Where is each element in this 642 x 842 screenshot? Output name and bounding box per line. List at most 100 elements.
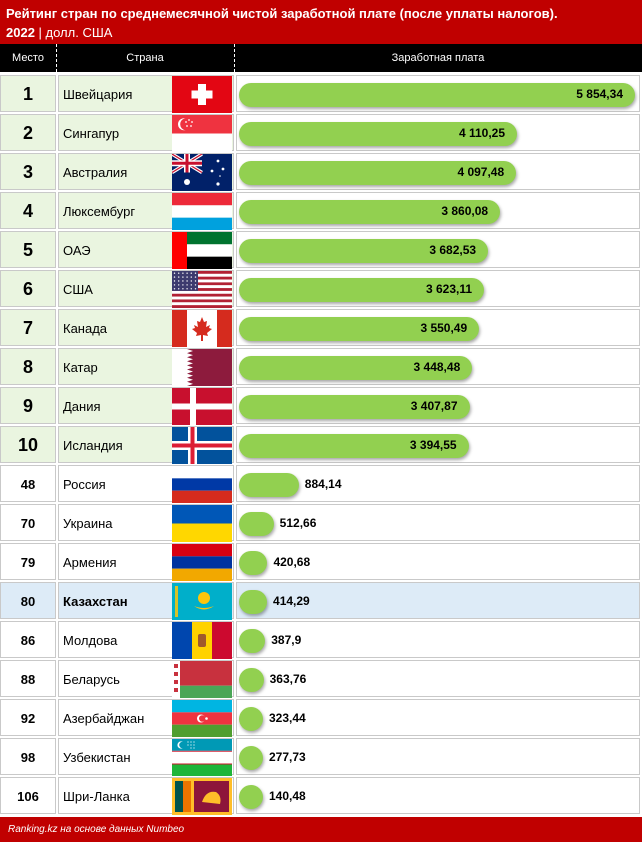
canada-flag (172, 310, 232, 347)
column-divider (56, 44, 57, 72)
salary-bar (239, 473, 299, 497)
country-cell: Катар (58, 348, 234, 386)
country-name: Катар (63, 360, 98, 375)
chart-subtitle: 2022 | долл. США (6, 25, 112, 40)
salary-value-label: 3 682,53 (429, 243, 477, 257)
salary-bar (239, 707, 263, 731)
country-name: Казахстан (63, 594, 128, 609)
country-name: Молдова (63, 633, 118, 648)
country-cell: Азербайджан (58, 699, 234, 737)
table-row: 80 Казахстан 414,29 (0, 582, 642, 621)
salary-cell: 277,73 (236, 738, 640, 775)
country-name: Узбекистан (63, 750, 131, 765)
table-row: 7 Канада 3 550,49 (0, 309, 642, 348)
country-name: Азербайджан (63, 711, 145, 726)
table-row: 3 Австралия 4 097,48 (0, 153, 642, 192)
table-row: 92 Азербайджан 323,44 (0, 699, 642, 738)
country-cell: Беларусь (58, 660, 234, 698)
salary-cell: 3 394,55 (236, 426, 640, 463)
rank-cell: 1 (0, 75, 56, 112)
year-label: 2022 (6, 25, 35, 40)
salary-bar (239, 590, 268, 614)
chart-header: Рейтинг стран по среднемесячной чистой з… (0, 0, 642, 44)
rank-cell: 106 (0, 777, 56, 814)
salary-cell: 3 623,11 (236, 270, 640, 307)
salary-bar (239, 434, 469, 458)
salary-cell: 5 854,34 (236, 75, 640, 112)
rank-cell: 88 (0, 660, 56, 697)
column-header-country: Страна (56, 44, 234, 72)
salary-cell: 414,29 (236, 582, 640, 619)
salary-bar (239, 629, 266, 653)
subtitle-separator: | (34, 25, 46, 40)
table-row: 86 Молдова 387,9 (0, 621, 642, 660)
rank-cell: 10 (0, 426, 56, 463)
country-name: ОАЭ (63, 243, 91, 258)
source-footer: Ranking.kz на основе данных Numbeo (0, 817, 642, 842)
rank-cell: 7 (0, 309, 56, 346)
column-divider (234, 44, 235, 72)
moldova-flag (172, 622, 232, 659)
country-cell: США (58, 270, 234, 308)
country-cell: Исландия (58, 426, 234, 464)
table-row: 10 Исландия 3 394,55 (0, 426, 642, 465)
switzerland-flag (172, 76, 232, 113)
table-row: 5 ОАЭ 3 682,53 (0, 231, 642, 270)
salary-bar (239, 161, 517, 185)
country-name: Люксембург (63, 204, 136, 219)
salary-cell: 323,44 (236, 699, 640, 736)
table-row: 1 Швейцария 5 854,34 (0, 75, 642, 114)
country-name: Швейцария (63, 87, 133, 102)
salary-cell: 4 110,25 (236, 114, 640, 151)
country-name: Беларусь (63, 672, 120, 687)
salary-value-label: 3 448,48 (413, 360, 461, 374)
rank-cell: 8 (0, 348, 56, 385)
table-row: 88 Беларусь 363,76 (0, 660, 642, 699)
country-cell: Узбекистан (58, 738, 234, 776)
table-row: 48 Россия 884,14 (0, 465, 642, 504)
table-row: 2 Сингапур 4 110,25 (0, 114, 642, 153)
salary-value-label: 363,76 (269, 672, 307, 686)
salary-value-label: 140,48 (269, 789, 306, 803)
country-cell: Казахстан (58, 582, 234, 620)
salary-bar (239, 551, 268, 575)
uzbekistan-flag (172, 739, 232, 776)
country-name: Сингапур (63, 126, 120, 141)
salary-cell: 363,76 (236, 660, 640, 697)
salary-value-label: 3 407,87 (410, 399, 458, 413)
unit-label: долл. США (45, 25, 113, 40)
rank-cell: 3 (0, 153, 56, 190)
rank-cell: 70 (0, 504, 56, 541)
rank-cell: 86 (0, 621, 56, 658)
country-cell: Швейцария (58, 75, 234, 113)
salary-cell: 3 448,48 (236, 348, 640, 385)
country-name: Исландия (63, 438, 123, 453)
country-name: Армения (63, 555, 117, 570)
uae-flag (172, 232, 232, 269)
salary-value-label: 420,68 (273, 555, 311, 569)
rank-cell: 6 (0, 270, 56, 307)
salary-bar (239, 278, 485, 302)
salary-bar (239, 356, 473, 380)
rank-cell: 9 (0, 387, 56, 424)
luxembourg-flag (172, 193, 232, 230)
country-cell: Люксембург (58, 192, 234, 230)
table-row: 8 Катар 3 448,48 (0, 348, 642, 387)
salary-value-label: 5 854,34 (576, 87, 623, 101)
salary-cell: 387,9 (236, 621, 640, 658)
country-name: Австралия (63, 165, 128, 180)
country-name: Шри-Ланка (63, 789, 130, 804)
azerbaijan-flag (172, 700, 232, 737)
rank-cell: 5 (0, 231, 56, 268)
country-cell: Молдова (58, 621, 234, 659)
table-row: 4 Люксембург 3 860,08 (0, 192, 642, 231)
salary-cell: 3 407,87 (236, 387, 640, 424)
table-row: 70 Украина 512,66 (0, 504, 642, 543)
qatar-flag (172, 349, 232, 386)
table-row: 98 Узбекистан 277,73 (0, 738, 642, 777)
country-cell: Канада (58, 309, 234, 347)
rank-cell: 2 (0, 114, 56, 151)
country-cell: Украина (58, 504, 234, 542)
salary-bar (239, 512, 274, 536)
country-name: Россия (63, 477, 106, 492)
